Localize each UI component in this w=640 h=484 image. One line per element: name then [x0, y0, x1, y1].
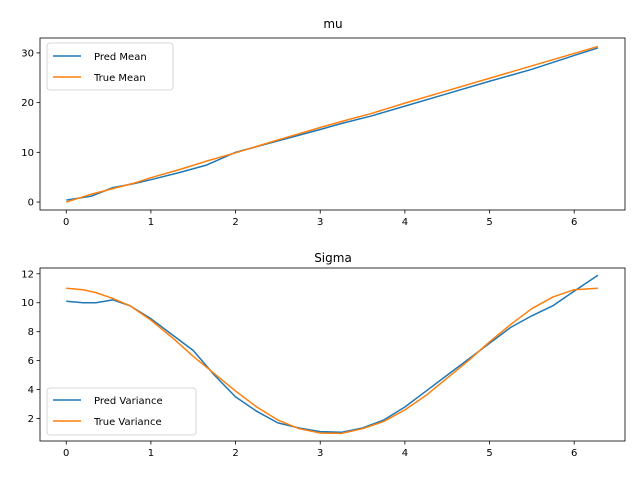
- true-mean-line: [66, 45, 599, 203]
- x-tick-label: 2: [232, 217, 238, 228]
- true-variance-line: [66, 287, 598, 435]
- mu-x-ticks: 0 1 2 3 4 5 6: [63, 210, 577, 228]
- y-tick-label: 0: [28, 198, 34, 209]
- x-tick-label: 4: [402, 217, 408, 228]
- pred-variance-legend-label: Pred Variance: [94, 396, 163, 407]
- true-variance-legend-label: True Variance: [93, 417, 162, 428]
- y-tick-label: 10: [21, 148, 34, 159]
- y-tick-label: 20: [21, 98, 34, 109]
- mu-series-group: [66, 45, 599, 203]
- y-tick-label: 12: [21, 269, 34, 280]
- mu-panel: mu 0 1 2 3 4 5 6 0 10 20 30 Pred Mean True Mean: [21, 17, 626, 228]
- x-tick-label: 4: [402, 448, 408, 459]
- sigma-title: Sigma: [314, 251, 352, 265]
- x-tick-label: 1: [148, 448, 154, 459]
- y-tick-label: 2: [28, 414, 34, 425]
- mu-legend-box: [46, 42, 174, 91]
- x-tick-label: 0: [63, 217, 69, 228]
- y-tick-label: 30: [21, 48, 34, 59]
- mu-title: mu: [323, 17, 342, 31]
- pred-mean-legend-label: Pred Mean: [94, 52, 147, 63]
- mu-axes-frame: [39, 37, 626, 211]
- y-tick-label: 10: [21, 298, 34, 309]
- sigma-x-ticks: 0 1 2 3 4 5 6: [63, 441, 577, 459]
- x-tick-label: 3: [317, 217, 323, 228]
- x-tick-label: 6: [571, 448, 577, 459]
- y-tick-label: 4: [28, 385, 34, 396]
- sigma-legend: Pred Variance True Variance: [46, 387, 197, 436]
- true-mean-legend-label: True Mean: [93, 73, 146, 84]
- y-tick-label: 6: [28, 356, 34, 367]
- x-tick-label: 5: [486, 217, 492, 228]
- x-tick-label: 5: [486, 448, 492, 459]
- x-tick-label: 0: [63, 448, 69, 459]
- mu-legend: Pred Mean True Mean: [46, 42, 174, 91]
- sigma-series-group: [66, 274, 599, 435]
- x-tick-label: 2: [232, 448, 238, 459]
- sigma-axes-frame: [39, 267, 626, 442]
- sigma-y-ticks: 2 4 6 8 10 12: [21, 269, 40, 425]
- x-tick-label: 3: [317, 448, 323, 459]
- x-tick-label: 6: [571, 217, 577, 228]
- x-tick-label: 1: [148, 217, 154, 228]
- sigma-legend-box: [46, 387, 197, 436]
- y-tick-label: 8: [28, 327, 34, 338]
- mu-y-ticks: 0 10 20 30: [21, 48, 40, 209]
